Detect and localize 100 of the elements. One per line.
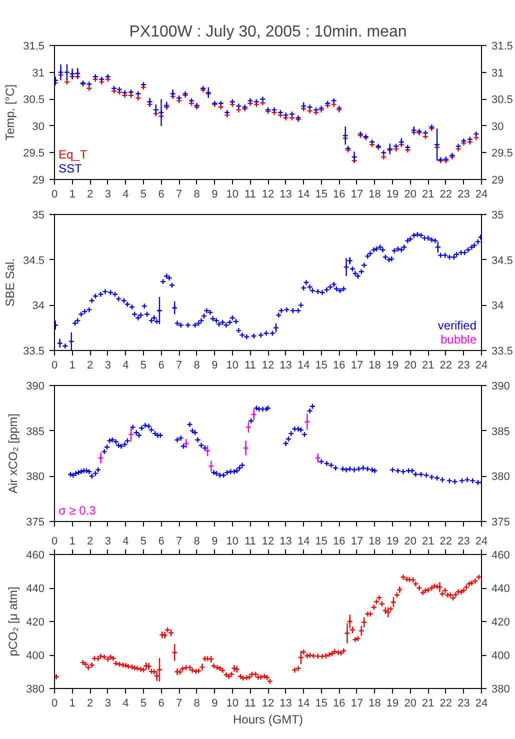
x-tick-label: 8 xyxy=(194,360,200,372)
x2-tick-label: 3 xyxy=(104,698,111,710)
x-tick-label: 3 xyxy=(104,188,111,200)
x-tick-label: 21 xyxy=(422,360,434,372)
x-tick-label: 3 xyxy=(104,536,111,548)
x-tick-label: 18 xyxy=(368,536,381,548)
x-tick-label: 18 xyxy=(368,188,381,200)
text: σ ≥ 0.3 xyxy=(58,504,96,518)
x2-tick-label: 9 xyxy=(212,698,218,710)
x-tick-label: 1 xyxy=(69,188,76,200)
point xyxy=(183,440,190,447)
x-tick-label: 20 xyxy=(404,360,416,372)
x2-tick-label: 21 xyxy=(422,698,434,710)
x-tick-label: 17 xyxy=(350,188,364,200)
point xyxy=(250,411,257,418)
x-tick-label: 14 xyxy=(297,536,310,548)
x2-tick-label: 2 xyxy=(87,698,94,710)
y2-tick-label: 390 xyxy=(492,380,510,392)
x2-tick-label: 10 xyxy=(226,698,239,710)
point xyxy=(98,454,104,462)
y2-tick-label: 30 xyxy=(492,120,504,133)
text: SST xyxy=(58,162,83,176)
point xyxy=(242,444,249,452)
x2-tick-label: 4 xyxy=(122,698,129,710)
x-tick-label: 7 xyxy=(176,536,182,548)
x-tick-label: 5 xyxy=(140,536,147,548)
x-tick-label: 11 xyxy=(244,360,256,372)
x-tick-label: 10 xyxy=(226,188,239,200)
x-tick-label: 12 xyxy=(262,360,274,372)
x-tick-label: 4 xyxy=(122,360,129,372)
y-tick-label: 31.5 xyxy=(23,40,45,52)
y-tick-label: 460 xyxy=(26,550,45,562)
x-tick-label: 23 xyxy=(458,360,470,372)
y2-tick-label: 380 xyxy=(492,684,510,696)
x-tick-label: 7 xyxy=(176,188,182,200)
x-tick-label: 16 xyxy=(333,536,346,548)
x-tick-label: 12 xyxy=(262,536,274,548)
text: Eq_T xyxy=(58,148,88,162)
y2-tick-label: 400 xyxy=(492,650,510,662)
x2-tick-label: 17 xyxy=(350,698,364,710)
y2-tick-label: 375 xyxy=(492,516,510,528)
y2-tick-label: 440 xyxy=(492,583,510,595)
y-tick-label: 380 xyxy=(26,471,45,484)
point xyxy=(204,448,211,454)
x-tick-label: 13 xyxy=(280,188,292,200)
y-axis-title: SBE Sal. xyxy=(3,258,18,307)
x-tick-label: 3 xyxy=(104,360,111,372)
y2-tick-label: 29.5 xyxy=(492,148,513,160)
x-tick-label: 5 xyxy=(140,360,147,372)
y2-tick-label: 33.5 xyxy=(492,346,513,358)
x-tick-label: 11 xyxy=(244,536,256,548)
y-tick-label: 400 xyxy=(26,650,45,662)
x-tick-label: 24 xyxy=(475,536,488,548)
x-tick-label: 22 xyxy=(440,360,452,372)
point xyxy=(304,418,310,425)
x2-tick-label: 19 xyxy=(386,698,399,710)
y-tick-label: 30.5 xyxy=(23,94,45,106)
y-axis-title: pCO₂ [μ atm] xyxy=(6,586,20,656)
x2-tick-label: 20 xyxy=(404,698,416,710)
x-tick-label: 10 xyxy=(226,536,239,548)
y-tick-label: 34 xyxy=(32,300,45,312)
x-tick-label: 9 xyxy=(212,360,218,372)
y-tick-label: 35 xyxy=(32,210,45,222)
x2-tick-label: 7 xyxy=(176,698,182,710)
y2-tick-label: 29 xyxy=(492,174,504,186)
point xyxy=(128,431,134,438)
x-tick-label: 16 xyxy=(333,188,346,200)
x-tick-label: 17 xyxy=(350,360,364,372)
x2-tick-label: 18 xyxy=(368,698,381,710)
y2-tick-label: 380 xyxy=(492,471,510,484)
x-tick-label: 4 xyxy=(122,188,129,200)
y2-tick-label: 420 xyxy=(492,616,510,628)
x-tick-label: 11 xyxy=(244,188,256,200)
x-tick-label: 13 xyxy=(280,536,292,548)
text: verified xyxy=(438,318,477,332)
y-tick-label: 375 xyxy=(26,516,45,528)
y2-tick-label: 385 xyxy=(492,426,510,438)
x-tick-label: 9 xyxy=(212,188,218,200)
x-tick-label: 1 xyxy=(69,536,76,548)
x-tick-label: 22 xyxy=(440,188,452,200)
y2-tick-label: 35 xyxy=(492,210,504,222)
x-tick-label: 6 xyxy=(158,188,164,200)
x-tick-label: 0 xyxy=(51,360,58,372)
y-tick-label: 420 xyxy=(26,616,45,628)
y2-tick-label: 460 xyxy=(492,550,510,562)
x-tick-label: 19 xyxy=(386,536,399,548)
legend-label: bubble xyxy=(440,332,477,346)
x-tick-label: 21 xyxy=(422,188,434,200)
x2-tick-label: 14 xyxy=(297,698,310,710)
point xyxy=(245,424,252,430)
x-tick-label: 6 xyxy=(158,360,164,372)
x-tick-label: 1 xyxy=(69,360,76,372)
x2-tick-label: 13 xyxy=(280,698,292,710)
point xyxy=(208,463,214,470)
x-tick-label: 14 xyxy=(297,188,310,200)
x-tick-label: 21 xyxy=(422,536,434,548)
y-tick-label: 30 xyxy=(32,120,45,133)
x-tick-label: 19 xyxy=(386,188,399,200)
y2-tick-label: 34.5 xyxy=(492,254,513,267)
x2-tick-label: 15 xyxy=(315,698,328,710)
